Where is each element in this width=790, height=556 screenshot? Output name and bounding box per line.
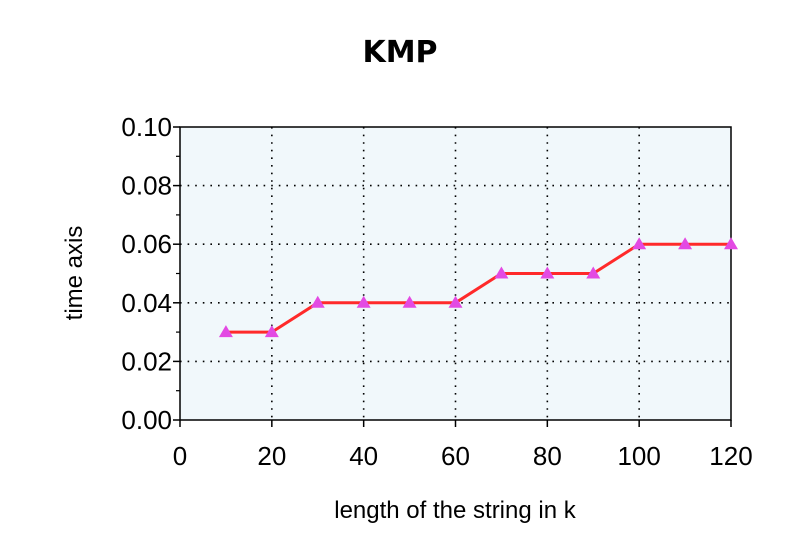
x-tick-labels: 0 20 40 60 80 100 120	[173, 441, 753, 471]
data-point	[494, 266, 509, 279]
data-point	[356, 295, 371, 308]
x-tick-label: 0	[173, 441, 187, 471]
axes	[173, 126, 732, 427]
series-line	[225, 242, 731, 334]
y-tick-label: 0.08	[121, 171, 172, 201]
x-tick-label: 80	[533, 441, 562, 471]
grid	[180, 127, 731, 420]
y-tick-label: 0.04	[121, 288, 172, 318]
x-tick-label: 40	[349, 441, 378, 471]
y-tick-label: 0.00	[121, 405, 172, 435]
data-point	[310, 295, 325, 308]
data-point	[264, 325, 279, 338]
x-tick-label: 60	[441, 441, 470, 471]
x-tick-label: 20	[257, 441, 286, 471]
y-tick-label: 0.02	[121, 346, 172, 376]
data-point	[402, 295, 417, 308]
y-tick-label: 0.06	[121, 229, 172, 259]
series-polyline	[225, 242, 731, 334]
plot-area	[180, 127, 731, 420]
y-axis-label: time axis	[61, 226, 88, 321]
data-point	[632, 237, 647, 250]
x-tick-label: 100	[617, 441, 660, 471]
data-point	[448, 295, 463, 308]
y-tick-labels: 0.00 0.02 0.04 0.06 0.08 0.10	[121, 112, 172, 435]
plot-border	[179, 126, 732, 421]
data-point	[586, 266, 601, 279]
data-point	[218, 325, 233, 338]
y-tick-label: 0.10	[121, 112, 172, 142]
x-axis-label: length of the string in k	[334, 497, 576, 524]
data-point	[678, 237, 693, 250]
x-tick-label: 120	[709, 441, 752, 471]
data-point	[540, 266, 555, 279]
data-point	[724, 237, 738, 250]
chart-title: KMP	[362, 35, 437, 70]
series-markers	[218, 237, 738, 338]
